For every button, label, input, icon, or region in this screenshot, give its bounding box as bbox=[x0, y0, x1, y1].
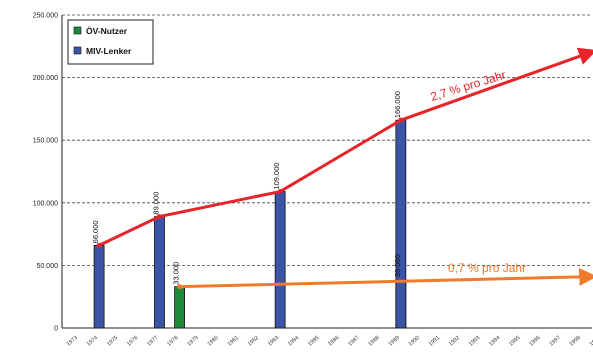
x-tick-label: 1987 bbox=[347, 335, 360, 347]
x-tick-label: 1990 bbox=[408, 335, 421, 347]
y-tick-label: 100.000 bbox=[33, 200, 58, 207]
x-tick-label: 1973 bbox=[66, 335, 79, 347]
x-tick-label: 1992 bbox=[448, 335, 461, 347]
x-tick-label: 1985 bbox=[307, 335, 320, 347]
trend-line bbox=[98, 47, 593, 247]
y-tick-label: 0 bbox=[54, 326, 58, 333]
bar-value-label: 66.000 bbox=[91, 220, 100, 243]
legend-box bbox=[67, 19, 154, 65]
label-layer: 33.00039.00041.00066.00089.000109.000166… bbox=[91, 68, 526, 285]
x-tick-label: 1976 bbox=[126, 335, 139, 347]
bar bbox=[174, 286, 185, 329]
legend-swatch bbox=[73, 26, 82, 35]
x-tick-label: 1984 bbox=[287, 335, 300, 347]
y-tick-label: 150.000 bbox=[33, 138, 58, 145]
x-tick-label: 1978 bbox=[166, 335, 179, 347]
bar-layer bbox=[93, 119, 407, 329]
trend-line bbox=[179, 267, 593, 289]
y-tick-label: 50.000 bbox=[37, 263, 59, 270]
bar-value-label: 33.000 bbox=[172, 262, 181, 285]
x-tick-label: 1995 bbox=[508, 335, 521, 347]
x-tick-label: 1975 bbox=[106, 335, 119, 347]
legend-label: ÖV-Nutzer bbox=[86, 26, 128, 36]
trend-point bbox=[156, 214, 162, 220]
grid-layer bbox=[62, 14, 592, 266]
trend-label: 0,7 % pro Jahr bbox=[448, 261, 526, 275]
x-tick-label: 1991 bbox=[428, 335, 441, 347]
y-tick-label: 250.000 bbox=[33, 13, 58, 20]
bar bbox=[274, 191, 286, 329]
x-tick-label: 1997 bbox=[549, 335, 562, 347]
x-tick-label: 1979 bbox=[186, 335, 199, 347]
bar bbox=[154, 216, 165, 329]
bar bbox=[395, 119, 407, 329]
legend-label: MIV-Lenker bbox=[86, 46, 132, 56]
x-tick-label: 1996 bbox=[528, 335, 541, 347]
legend-layer: ÖV-Nutzer MIV-Lenker bbox=[67, 19, 154, 65]
trend-point bbox=[177, 284, 183, 290]
x-tick-label: 1994 bbox=[488, 335, 501, 347]
x-tick-label: 1993 bbox=[468, 335, 481, 347]
y-tick-label: 200.000 bbox=[33, 75, 58, 82]
trend-point bbox=[277, 189, 283, 195]
trend-point bbox=[96, 242, 102, 248]
bar-value-label: 166.000 bbox=[393, 91, 402, 118]
x-tick-label: 1982 bbox=[247, 335, 260, 347]
x-tick-label: 1974 bbox=[86, 335, 99, 347]
x-tick-label: 1989 bbox=[388, 335, 401, 347]
legend-swatch bbox=[73, 46, 82, 55]
x-tick-label: 1980 bbox=[207, 335, 220, 347]
x-tick-label: 1986 bbox=[327, 335, 340, 347]
bar-value-label: 89.000 bbox=[151, 192, 160, 215]
bar-value-label: 39.000 bbox=[393, 254, 402, 277]
x-tick-label: 1981 bbox=[227, 335, 240, 347]
trend-layer bbox=[96, 47, 593, 290]
x-tick-label: 1998 bbox=[569, 335, 582, 347]
x-tick-label: 1999 bbox=[589, 335, 593, 347]
x-tick-label: 1977 bbox=[146, 335, 159, 347]
trend-point bbox=[398, 117, 404, 123]
bar-value-label: 109.000 bbox=[272, 162, 281, 189]
bar bbox=[93, 244, 105, 329]
x-tick-label: 1988 bbox=[367, 335, 380, 347]
x-tick-label: 1983 bbox=[267, 335, 280, 347]
